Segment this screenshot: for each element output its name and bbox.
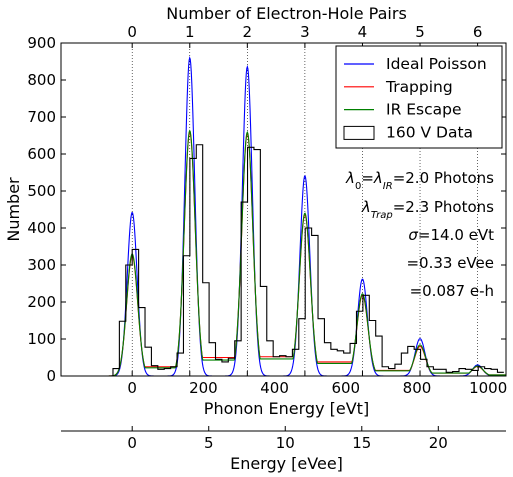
- eVee-tick-label: 20: [429, 434, 448, 452]
- x-tick-label: 200: [189, 379, 218, 397]
- eVee-tick-label: 15: [352, 434, 371, 452]
- legend: Ideal Poisson Trapping IR Escape 160 V Data: [335, 45, 503, 149]
- top-tick-label: 3: [300, 23, 310, 41]
- series-layer: [61, 56, 506, 377]
- eVee-axis-title: Energy [eVee]: [230, 454, 343, 473]
- top-tick-label: 6: [473, 23, 483, 41]
- plot-frame: [60, 42, 507, 377]
- y-tick-label: 800: [27, 71, 56, 89]
- y-tick-label: 200: [27, 293, 56, 311]
- top-tick-label: 0: [127, 23, 137, 41]
- top-tick-label: 1: [185, 23, 195, 41]
- y-tick-label: 100: [27, 330, 56, 348]
- eVee-tick-label: 10: [276, 434, 295, 452]
- y-tick-label: 900: [27, 34, 56, 52]
- x-tick-label: 1000: [469, 379, 507, 397]
- annotation: λTrap=2.3 Photons: [361, 198, 494, 221]
- y-tick-label: 0: [46, 367, 56, 385]
- x-tick-label: 0: [127, 379, 137, 397]
- annotation: λ0=λIR=2.0 Photons: [345, 169, 494, 192]
- legend-label: Trapping: [385, 78, 453, 96]
- y-tick-label: 400: [27, 219, 56, 237]
- y-tick-label: 300: [27, 256, 56, 274]
- annotation: σ=14.0 eVt: [408, 226, 494, 244]
- annotation: =0.087 e-h: [410, 282, 494, 300]
- legend-box: [335, 45, 503, 149]
- y-axis-title: Number: [4, 177, 23, 242]
- legend-label: IR Escape: [386, 101, 462, 119]
- y-tick-label: 600: [27, 145, 56, 163]
- annotation: =0.33 eVee: [406, 254, 494, 272]
- series-line-160-v-data: [61, 144, 504, 377]
- x-tick-label: 800: [403, 379, 432, 397]
- top-tick-label: 4: [358, 23, 368, 41]
- eVee-tick-label: 0: [127, 434, 137, 452]
- x-axis-title: Phonon Energy [eVt]: [204, 399, 369, 418]
- y-tick-label: 700: [27, 108, 56, 126]
- top-tick-label: 5: [415, 23, 425, 41]
- x-tick-label: 400: [260, 379, 289, 397]
- series-line-ir-escape: [61, 129, 506, 377]
- eVee-tick-label: 5: [204, 434, 214, 452]
- annotations: λ0=λIR=2.0 Photons λTrap=2.3 Photons σ=14.…: [345, 169, 494, 300]
- top-tick-label: 2: [243, 23, 253, 41]
- legend-label: Ideal Poisson: [386, 55, 487, 73]
- y-tick-label: 500: [27, 182, 56, 200]
- x-tick-label: 600: [331, 379, 360, 397]
- top-axis-title: Number of Electron-Hole Pairs: [166, 4, 407, 23]
- legend-label: 160 V Data: [386, 123, 473, 141]
- legend-swatch: [343, 125, 375, 140]
